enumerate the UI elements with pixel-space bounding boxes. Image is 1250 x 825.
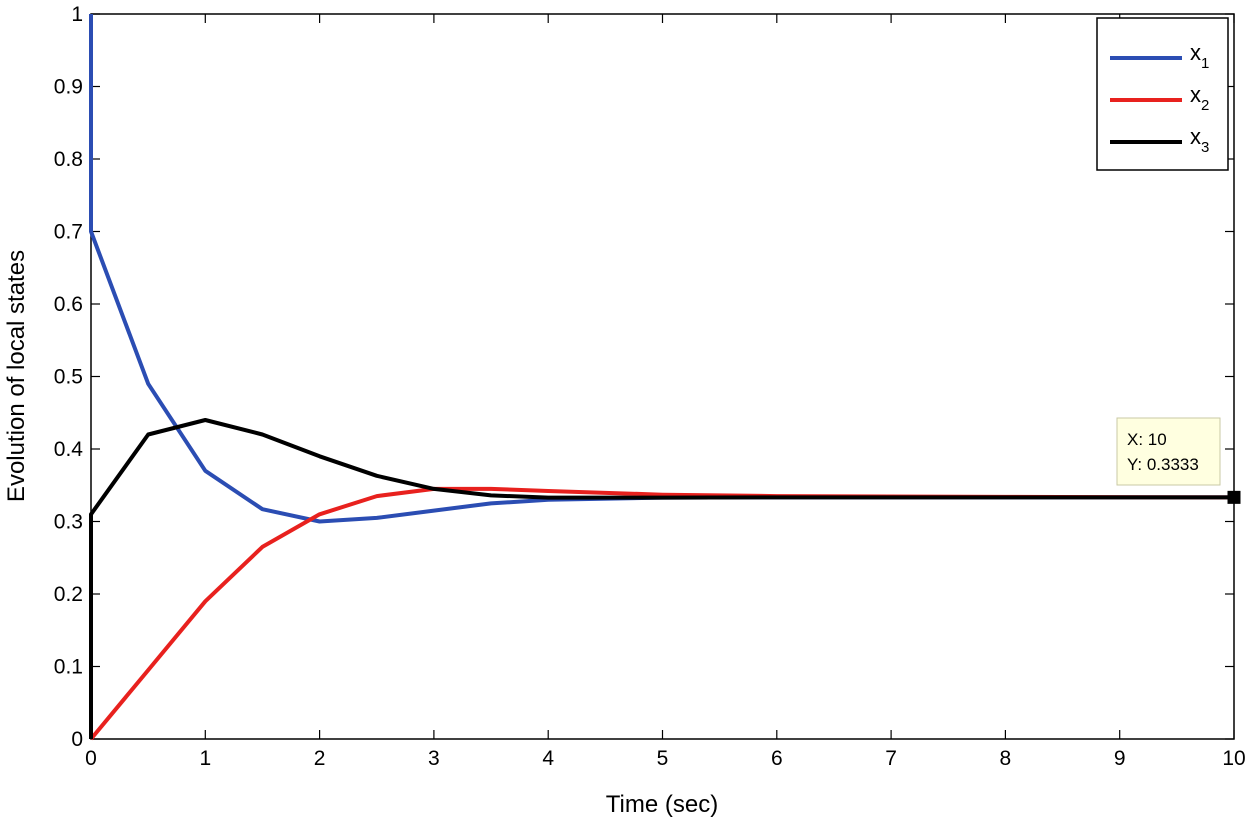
x-tick-label: 9: [1114, 747, 1126, 770]
x-tick-label: 10: [1222, 747, 1245, 770]
series-layer: [89, 14, 1235, 741]
x-tick-label: 1: [199, 747, 211, 770]
series-line-x3: [89, 418, 1234, 739]
y-tick-label: 0.9: [54, 76, 83, 99]
datatip-marker[interactable]: [1227, 490, 1241, 504]
x-tick-label: 7: [885, 747, 897, 770]
datatip-box: [1116, 417, 1221, 486]
axis-ticks: [90, 13, 1235, 740]
datatip[interactable]: X: 10 Y: 0.3333: [1116, 417, 1241, 504]
y-tick-label: 0.7: [54, 221, 83, 244]
y-tick-label: 0.5: [54, 366, 83, 389]
y-axis-label: Evolution of local states: [3, 250, 30, 502]
x-tick-label: 0: [85, 747, 97, 770]
legend: x1 x2 x3: [1096, 17, 1229, 171]
x-tick-label: 4: [542, 747, 554, 770]
x-tick-label: 3: [428, 747, 440, 770]
legend-label-x1: x1: [1190, 40, 1209, 72]
y-tick-label: 0.3: [54, 511, 83, 534]
y-tick-label: 1: [71, 3, 83, 26]
y-tick-label: 0: [71, 728, 83, 751]
x-tick-label: 5: [657, 747, 669, 770]
x-tick-label: 6: [771, 747, 783, 770]
y-tick-label: 0.4: [54, 438, 84, 461]
y-tick-label: 0.6: [54, 293, 83, 316]
datatip-x-text: X: 10: [1127, 430, 1167, 449]
legend-label-x2: x2: [1190, 82, 1209, 114]
y-tick-label: 0.2: [54, 583, 83, 606]
legend-box: [1096, 17, 1229, 171]
axis-tick-labels: 0 1 2 3 4 5 6 7 8 9 10 0 0.1 0.2 0.3 0.4 0.5 0.6 0.7 0.8 0.9…: [54, 3, 1246, 770]
plot-area: [90, 13, 1235, 740]
y-tick-label: 0.1: [54, 656, 83, 679]
legend-label-x3: x3: [1190, 124, 1209, 156]
x-tick-label: 2: [314, 747, 326, 770]
x-axis-label: Time (sec): [606, 791, 718, 818]
y-tick-label: 0.8: [54, 148, 83, 171]
x-tick-label: 8: [1000, 747, 1012, 770]
datatip-y-text: Y: 0.3333: [1127, 455, 1199, 474]
